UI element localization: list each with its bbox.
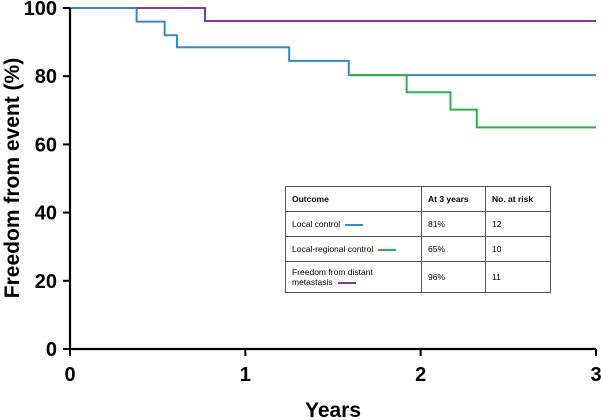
legend-row-local-control: Local control 81% 12 xyxy=(285,211,551,237)
x-tick-label: 1 xyxy=(240,364,251,386)
legend-header-at-3-years: At 3 years xyxy=(421,186,486,212)
y-tick-label: 100 xyxy=(24,0,57,20)
legend-at-3-years-value: 96% xyxy=(421,261,486,293)
y-tick-label: 0 xyxy=(46,339,57,361)
legend-header-row: Outcome At 3 years No. at risk xyxy=(285,186,551,212)
legend-at-risk-value: 12 xyxy=(485,211,551,237)
legend-outcome-label: Local-regional control xyxy=(292,244,374,254)
legend-header-no-at-risk: No. at risk xyxy=(485,186,551,212)
series-line-freedom-from-distant-metastasis xyxy=(136,7,596,22)
legend-outcome-cell: Freedom from distant metastasis xyxy=(285,261,422,293)
legend-at-risk-value: 11 xyxy=(485,261,551,293)
legend-header-outcome: Outcome xyxy=(285,186,422,212)
series-line-local-control xyxy=(70,7,596,77)
legend-swatch-local-control xyxy=(345,223,364,226)
legend-at-risk-value: 10 xyxy=(485,236,551,262)
legend-row-local-regional-control: Local-regional control 65% 10 xyxy=(285,236,551,262)
legend-at-3-years-value: 81% xyxy=(421,211,486,237)
y-tick-label: 40 xyxy=(35,203,57,225)
legend-outcome-cell: Local control xyxy=(285,211,422,237)
x-tick-label: 2 xyxy=(415,364,426,386)
y-tick-label: 60 xyxy=(35,134,57,156)
legend-swatch-local-regional-control xyxy=(378,248,397,251)
legend-outcome-label: Freedom from distant metastasis xyxy=(292,267,373,287)
y-tick-label: 20 xyxy=(35,271,57,293)
legend-row-distant-metastasis: Freedom from distant metastasis 96% 11 xyxy=(285,261,551,293)
x-axis-title: Years xyxy=(305,399,361,420)
legend-at-3-years-value: 65% xyxy=(421,236,486,262)
y-tick-label: 80 xyxy=(35,66,57,88)
legend-outcome-cell: Local-regional control xyxy=(285,236,422,262)
legend-outcome-label: Local control xyxy=(292,219,341,229)
x-tick-label: 3 xyxy=(590,364,601,386)
legend-table: Outcome At 3 years No. at risk Local con… xyxy=(285,186,551,293)
series-line-local-regional-control xyxy=(348,74,596,129)
y-axis-title: Freedom from event (%) xyxy=(1,58,24,298)
series-layer xyxy=(70,7,596,129)
legend-swatch-distant-metastasis xyxy=(337,281,356,284)
x-tick-label: 0 xyxy=(64,364,75,386)
